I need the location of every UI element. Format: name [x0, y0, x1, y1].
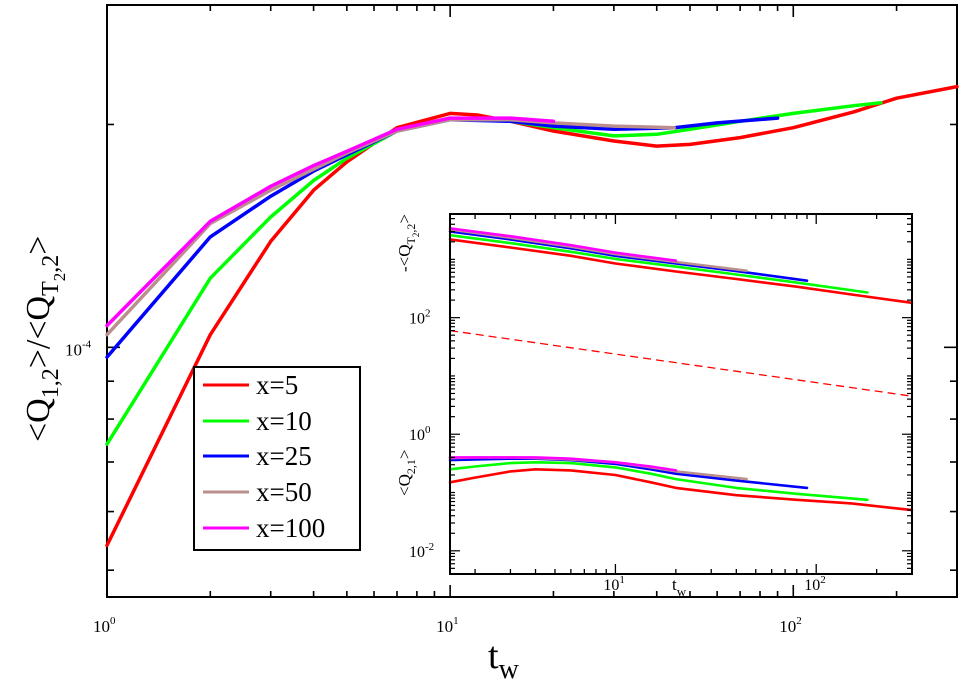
- legend-label: x=25: [256, 441, 312, 471]
- inset-y-tick-label-exp: -2: [425, 541, 434, 553]
- inset-x-tick-label-exp: 1: [619, 574, 625, 586]
- inset-y-tick-label: 102: [409, 308, 431, 328]
- inset-x-tick-label-base: 10: [603, 577, 619, 594]
- legend-box: [193, 366, 361, 551]
- legend-entry: x=10: [203, 406, 312, 436]
- x-tick-label: 101: [436, 615, 459, 636]
- series-line: [105, 116, 556, 328]
- x-tick-label-base: 10: [779, 617, 796, 636]
- legend-entry: x=5: [203, 370, 298, 400]
- inset-series-line: [448, 238, 914, 305]
- inset-series-line: [448, 467, 914, 512]
- inset-y-tick-label-base: 10: [409, 311, 425, 328]
- legend-label: x=50: [256, 477, 312, 507]
- inset-y-tick-label: 100: [409, 424, 431, 444]
- inset-x-axis-label: tw: [672, 575, 687, 599]
- x-tick-label-base: 10: [436, 617, 453, 636]
- legend-label: x=100: [256, 513, 325, 543]
- x-tick-label-exp: 2: [796, 615, 802, 627]
- legend-label: x=5: [256, 370, 298, 400]
- inset-background: [450, 214, 912, 574]
- inset-x-tick-label: 102: [804, 574, 826, 594]
- y-tick-label-base: 10: [65, 340, 82, 359]
- inset-ticks: [450, 213, 913, 575]
- y-axis-label: <Q1,2>/<QT2,2>: [20, 236, 69, 442]
- inset-series-line: [448, 228, 748, 273]
- inset-y-tick-label-exp: 2: [425, 308, 431, 320]
- inset-y-tick-label-base: 10: [409, 427, 425, 444]
- inset-y-tick-label: 10-2: [409, 541, 434, 561]
- inset-x-tick-label-exp: 2: [820, 574, 826, 586]
- main-plot-frame: [106, 4, 958, 598]
- y-tick-label: 10-4: [65, 338, 92, 359]
- inset-series-line: [448, 230, 809, 283]
- inset-series-line: [448, 227, 678, 263]
- x-tick-label-exp: 0: [110, 615, 116, 627]
- inset-x-tick-label: 101: [603, 574, 625, 594]
- inset-y-tick-label-exp: 0: [425, 424, 431, 436]
- inset-y-tick-label-base: 10: [409, 544, 425, 561]
- inset-series-line: [448, 233, 869, 294]
- x-tick-label-base: 10: [93, 617, 110, 636]
- main-ticks: [106, 5, 958, 597]
- x-tick-label: 100: [93, 615, 116, 636]
- y-tick-label-exp: -4: [82, 338, 92, 350]
- x-tick-label-exp: 1: [453, 615, 459, 627]
- legend-entry: x=100: [203, 513, 325, 543]
- legend-label: x=10: [256, 406, 312, 436]
- inset-lower-label: <Q2,1>: [395, 450, 418, 496]
- x-axis-label: tw: [488, 635, 520, 681]
- inset-series-line: [448, 460, 869, 502]
- legend: x=5 x=10 x=25 x=50 x=100: [193, 366, 361, 551]
- x-tick-label: 102: [779, 615, 802, 636]
- inset-series-line: [448, 456, 678, 472]
- legend-entry: x=25: [203, 441, 312, 471]
- main-series: [105, 84, 959, 548]
- inset-x-tick-label-base: 10: [804, 577, 820, 594]
- legend-entry: x=50: [203, 477, 312, 507]
- inset-upper-label: -<QT2,2>: [395, 214, 421, 272]
- inset-series: [448, 227, 914, 512]
